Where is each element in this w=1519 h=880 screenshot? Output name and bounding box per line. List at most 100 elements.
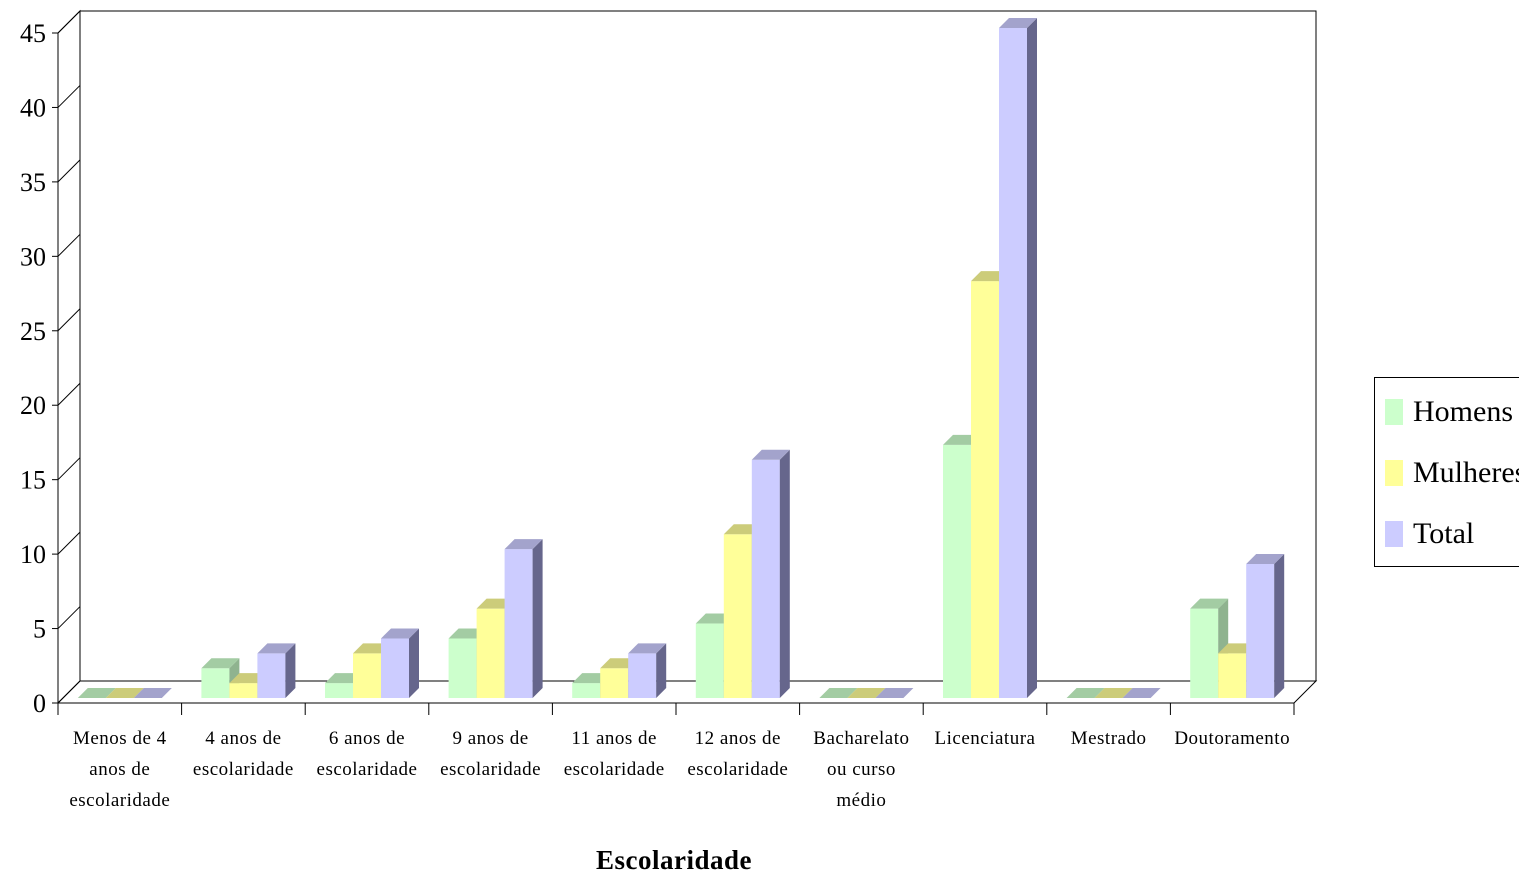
x-category-label: Menos de 4 anos de escolaridade: [69, 728, 170, 811]
bar-top: [1066, 688, 1105, 698]
bar-front: [971, 281, 999, 698]
bar-homens: [1066, 688, 1105, 698]
bar-top: [1094, 688, 1133, 698]
legend-label: Total: [1413, 517, 1475, 550]
x-axis: Menos de 4 anos de escolaridade 4 anos de es…: [57, 703, 1295, 811]
bar-top: [257, 643, 296, 654]
x-category-label: Doutoramento: [1174, 728, 1290, 749]
y-tick-depth: [57, 531, 81, 555]
legend-label: Mulheres: [1413, 456, 1519, 489]
bar-mulheres: [105, 688, 144, 698]
x-category-label: Licenciatura: [935, 728, 1036, 749]
bar-front: [628, 653, 657, 698]
bar-total: [1122, 688, 1161, 698]
bar-top: [201, 658, 240, 669]
bar-front: [723, 534, 752, 698]
bar-homens: [77, 688, 116, 698]
y-tick-label: 10: [20, 540, 46, 569]
y-tick-depth: [57, 85, 81, 108]
legend: Homens Mulheres Total: [1374, 377, 1519, 567]
y-tick-label: 5: [33, 615, 46, 644]
side-wall: [57, 9, 81, 705]
y-tick-label: 30: [20, 242, 46, 271]
y-axis: 0 5 10 15 20 25 30 35 40 45: [20, 10, 81, 718]
y-tick-depth: [57, 308, 81, 332]
x-category-label: Bacharelato ou curso médio: [813, 728, 909, 811]
bar-total: [999, 18, 1037, 698]
bar-top: [999, 18, 1037, 28]
legend-label: Homens: [1413, 395, 1513, 428]
bar-top: [1190, 598, 1229, 609]
x-category-label: 11 anos de escolaridade: [564, 728, 665, 780]
x-category-label: Mestrado: [1071, 728, 1147, 749]
bar-top: [628, 643, 667, 654]
bar-front: [504, 549, 533, 698]
bar-front: [229, 683, 258, 698]
bar-top: [1246, 554, 1285, 564]
bar-top: [504, 539, 543, 550]
bar-front: [448, 638, 477, 698]
legend-swatch: [1385, 399, 1403, 425]
chart-walls: [56, 9, 1318, 705]
bar-top: [819, 688, 858, 698]
back-wall: [79, 10, 1317, 682]
x-axis-title: Escolaridade: [596, 845, 752, 875]
y-tick-label: 0: [33, 689, 46, 718]
y-tick-label: 35: [20, 168, 46, 197]
y-tick-label: 25: [20, 317, 46, 346]
legend-item-total: Total: [1385, 516, 1474, 552]
bar-front: [943, 444, 971, 698]
bar-total: [875, 688, 914, 698]
bar-total: [257, 643, 296, 698]
bar-total: [133, 688, 172, 698]
bar-side: [1274, 554, 1285, 698]
y-tick-depth: [57, 10, 81, 34]
bar-total: [628, 643, 667, 698]
y-tick-label: 20: [20, 391, 46, 420]
bar-front: [695, 623, 724, 698]
bar-total: [751, 449, 790, 698]
bar-side: [656, 643, 667, 698]
bar-front: [572, 683, 601, 698]
x-category-label: 12 anos de escolaridade: [687, 728, 788, 780]
y-tick-depth: [57, 680, 81, 704]
bar-top: [133, 688, 172, 698]
bar-top: [77, 688, 116, 698]
bar-front: [1190, 608, 1219, 698]
bar-front: [751, 459, 780, 698]
bar-front: [201, 668, 230, 698]
bar-mulheres: [1094, 688, 1133, 698]
bar-homens: [819, 688, 858, 698]
bars-layer: [77, 18, 1285, 698]
bar-front: [257, 653, 286, 698]
bar-side: [409, 628, 419, 698]
bar-top: [751, 449, 790, 460]
bar-top: [1122, 688, 1161, 698]
bar-top: [875, 688, 914, 698]
bar-side: [1027, 18, 1037, 698]
bar-front: [353, 653, 381, 698]
y-tick-depth: [57, 159, 81, 183]
legend-swatch: [1385, 460, 1403, 486]
bar-side: [285, 643, 296, 698]
bar-front: [600, 668, 629, 698]
y-tick-label: 40: [20, 93, 46, 122]
bar-total: [504, 539, 543, 698]
legend-item-mulheres: Mulheres: [1385, 455, 1519, 491]
bar-side: [779, 449, 790, 698]
bar-top: [105, 688, 144, 698]
y-tick-label: 45: [20, 19, 46, 48]
legend-swatch: [1385, 521, 1403, 547]
bar-total: [1246, 554, 1285, 698]
x-category-label: 4 anos de escolaridade: [193, 728, 294, 780]
y-tick-depth: [57, 457, 81, 481]
bar-front: [381, 638, 409, 698]
y-tick-depth: [57, 606, 81, 629]
y-tick-depth: [57, 382, 81, 406]
bar-front: [325, 683, 353, 698]
bar-mulheres: [847, 688, 886, 698]
bar-top: [847, 688, 886, 698]
bar-front: [1218, 653, 1247, 698]
x-category-label: 9 anos de escolaridade: [440, 728, 541, 780]
